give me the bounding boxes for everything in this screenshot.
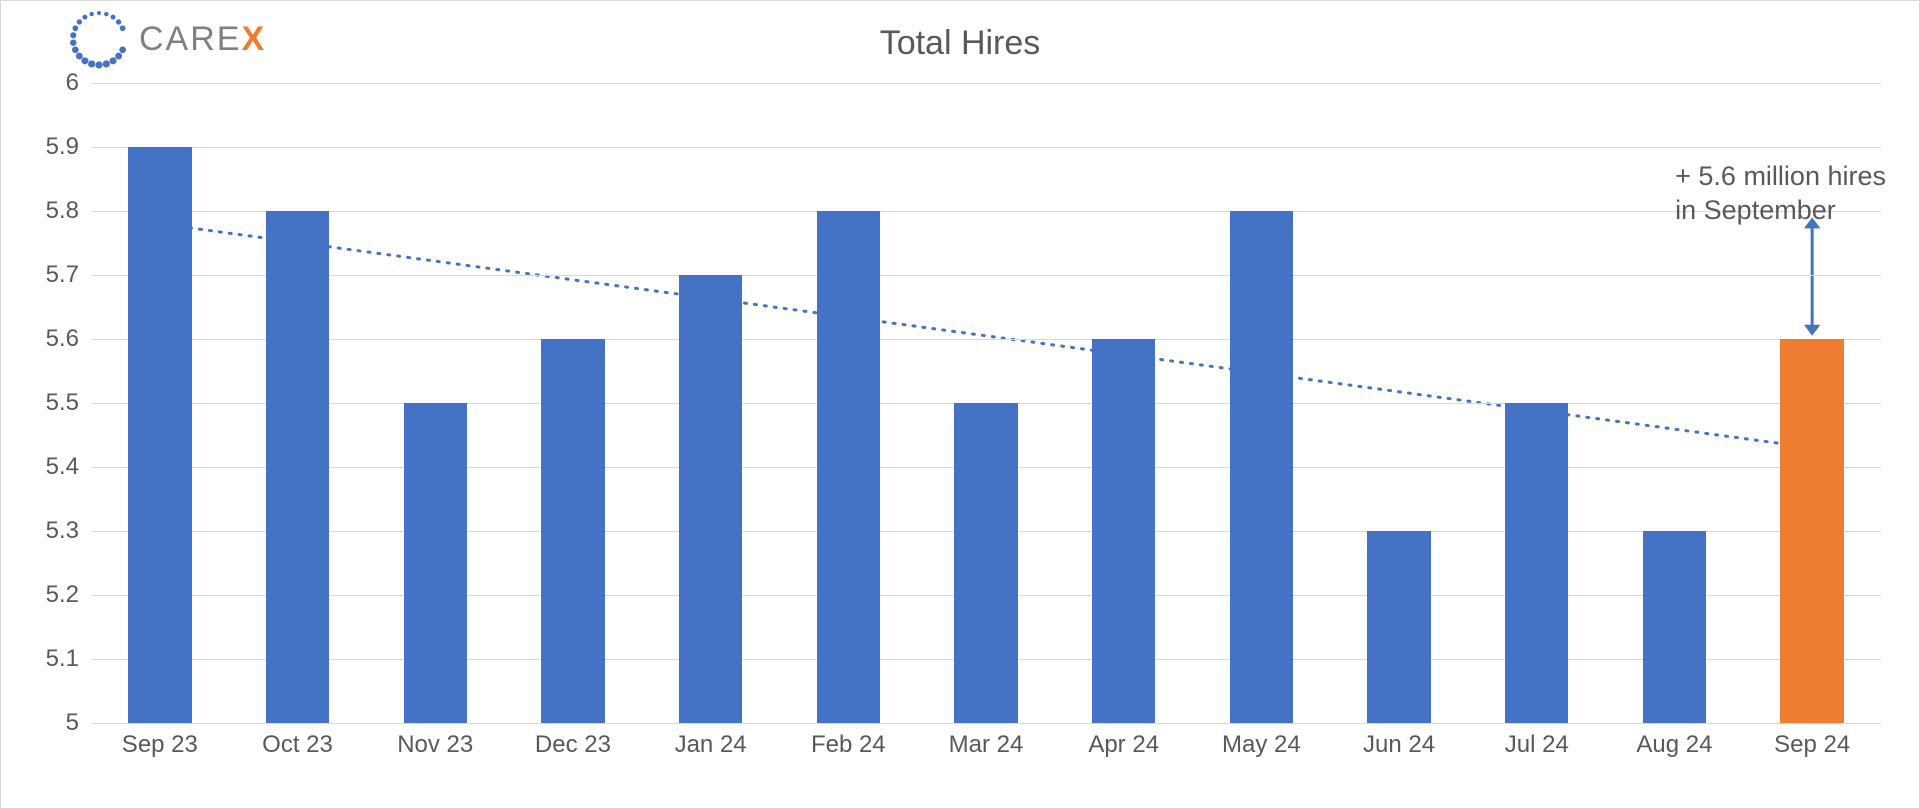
- x-axis-tick-label: Jun 24: [1363, 731, 1435, 759]
- bar: [1230, 211, 1293, 723]
- bar: [679, 275, 742, 723]
- gridline: [91, 211, 1881, 212]
- x-axis-tick-label: Aug 24: [1636, 731, 1712, 759]
- y-axis-tick-label: 5.8: [9, 197, 79, 225]
- annotation-text: + 5.6 million hiresin September: [1675, 160, 1886, 228]
- bar: [128, 147, 191, 723]
- x-axis-tick-label: Sep 23: [122, 731, 198, 759]
- x-axis-tick-label: Apr 24: [1088, 731, 1159, 759]
- bar: [404, 403, 467, 723]
- x-axis-tick-label: Mar 24: [949, 731, 1024, 759]
- annotation-arrow-icon: [1804, 217, 1821, 335]
- y-axis-tick-label: 5.6: [9, 325, 79, 353]
- plot-area: [91, 83, 1881, 723]
- bar: [1367, 531, 1430, 723]
- y-axis-tick-label: 5.4: [9, 453, 79, 481]
- bar: [1505, 403, 1568, 723]
- bar: [266, 211, 329, 723]
- bar: [817, 211, 880, 723]
- y-axis-tick-label: 5.2: [9, 581, 79, 609]
- x-axis-tick-label: May 24: [1222, 731, 1301, 759]
- gridline: [91, 339, 1881, 340]
- annotation-line: + 5.6 million hires: [1675, 160, 1886, 194]
- y-axis-tick-label: 5.3: [9, 517, 79, 545]
- chart-container: CAREX Total Hires 55.15.25.35.45.55.65.7…: [0, 0, 1920, 809]
- bar: [1092, 339, 1155, 723]
- x-axis-tick-label: Sep 24: [1774, 731, 1850, 759]
- y-axis-tick-label: 5: [9, 709, 79, 737]
- chart-title: Total Hires: [1, 24, 1919, 63]
- bar: [541, 339, 604, 723]
- gridline: [91, 723, 1881, 724]
- x-axis-tick-label: Jul 24: [1505, 731, 1569, 759]
- y-axis-tick-label: 6: [9, 69, 79, 97]
- gridline: [91, 83, 1881, 84]
- gridline: [91, 275, 1881, 276]
- x-axis-tick-label: Jan 24: [675, 731, 747, 759]
- x-axis-tick-label: Nov 23: [397, 731, 473, 759]
- y-axis-tick-label: 5.5: [9, 389, 79, 417]
- y-axis-tick-label: 5.1: [9, 645, 79, 673]
- y-axis-tick-label: 5.7: [9, 261, 79, 289]
- x-axis-tick-label: Dec 23: [535, 731, 611, 759]
- x-axis-tick-label: Oct 23: [262, 731, 333, 759]
- bar: [954, 403, 1017, 723]
- bar: [1643, 531, 1706, 723]
- annotation-line: in September: [1675, 194, 1886, 228]
- y-axis-tick-label: 5.9: [9, 133, 79, 161]
- gridline: [91, 147, 1881, 148]
- bar: [1780, 339, 1843, 723]
- x-axis-tick-label: Feb 24: [811, 731, 886, 759]
